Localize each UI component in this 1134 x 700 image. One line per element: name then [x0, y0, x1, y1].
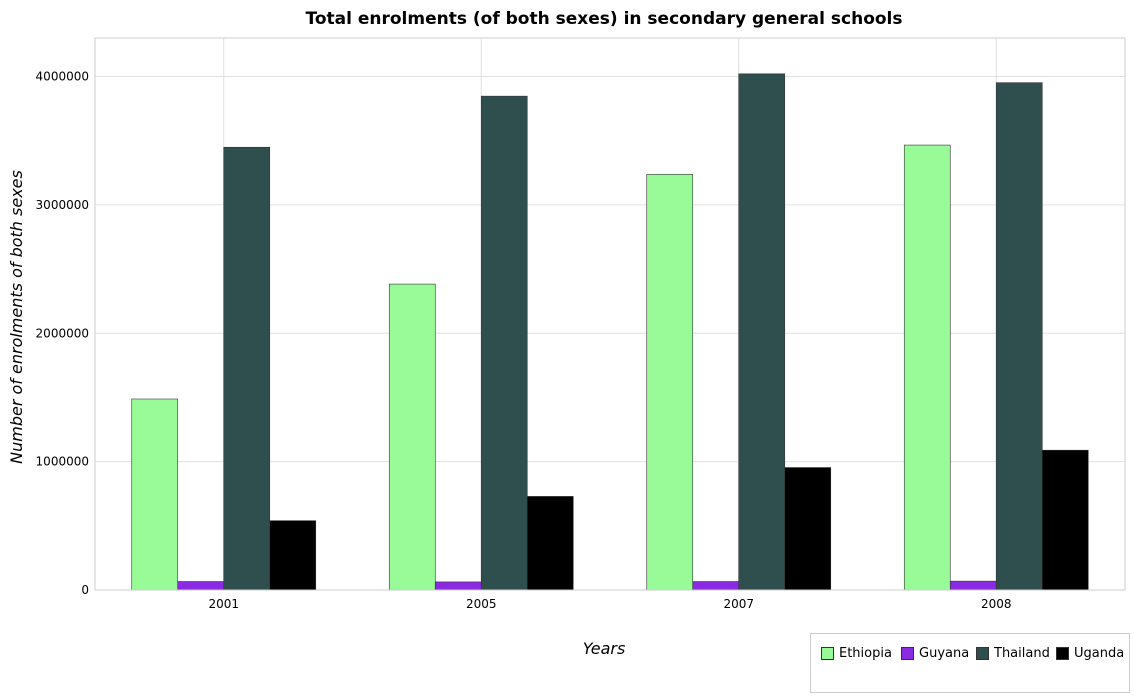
bar-thailand-2001 [223, 146, 271, 591]
bar-ethiopia-2008 [903, 144, 951, 591]
bar-thailand-2008 [995, 82, 1043, 591]
legend-item-guyana: Guyana [901, 646, 969, 661]
x-axis-label: Years [583, 639, 626, 658]
bar-thailand-2005 [480, 95, 528, 591]
bar-thailand-2007 [738, 73, 786, 591]
y-tick-label: 1000000 [36, 455, 89, 469]
plot-frame [94, 37, 1126, 591]
y-axis-label: Number of enrolments of both sexes [7, 170, 26, 464]
legend-swatch-thailand [976, 647, 989, 660]
bar-ethiopia-2005 [388, 283, 436, 591]
x-tick-label: 2005 [466, 597, 497, 611]
bar-uganda-2007 [784, 467, 832, 591]
legend-item-uganda: Uganda [1056, 646, 1124, 661]
legend-item-ethiopia: Ethiopia [821, 646, 892, 661]
bar-guyana-2005 [434, 581, 482, 591]
x-tick-label: 2007 [723, 597, 754, 611]
bar-guyana-2007 [692, 581, 740, 591]
bar-guyana-2008 [949, 580, 997, 591]
y-tick-label: 0 [81, 583, 89, 597]
legend: Ethiopia Guyana Thailand Uganda [810, 633, 1130, 693]
bar-uganda-2008 [1041, 449, 1089, 591]
y-tick-label: 4000000 [36, 70, 89, 84]
y-tick-label: 2000000 [36, 326, 89, 340]
chart-title: Total enrolments (of both sexes) in seco… [305, 9, 902, 29]
bar-uganda-2001 [269, 520, 317, 591]
legend-swatch-ethiopia [821, 647, 834, 660]
legend-label-uganda: Uganda [1074, 646, 1125, 661]
legend-label-ethiopia: Ethiopia [839, 646, 892, 661]
bar-ethiopia-2007 [646, 174, 694, 591]
legend-label-thailand: Thailand [994, 646, 1050, 661]
legend-label-guyana: Guyana [919, 646, 970, 661]
bar-ethiopia-2001 [131, 398, 179, 591]
x-tick-label: 2008 [981, 597, 1012, 611]
bar-uganda-2005 [526, 496, 574, 591]
axes: 0 1000000 2000000 3000000 4000000 2001 2005 200… [36, 37, 1126, 611]
legend-swatch-uganda [1056, 647, 1069, 660]
bars [131, 73, 1089, 591]
bar-guyana-2001 [177, 581, 225, 591]
x-tick-label: 2001 [208, 597, 239, 611]
legend-item-thailand: Thailand [976, 646, 1050, 661]
legend-swatch-guyana [901, 647, 914, 660]
y-tick-label: 3000000 [36, 198, 89, 212]
